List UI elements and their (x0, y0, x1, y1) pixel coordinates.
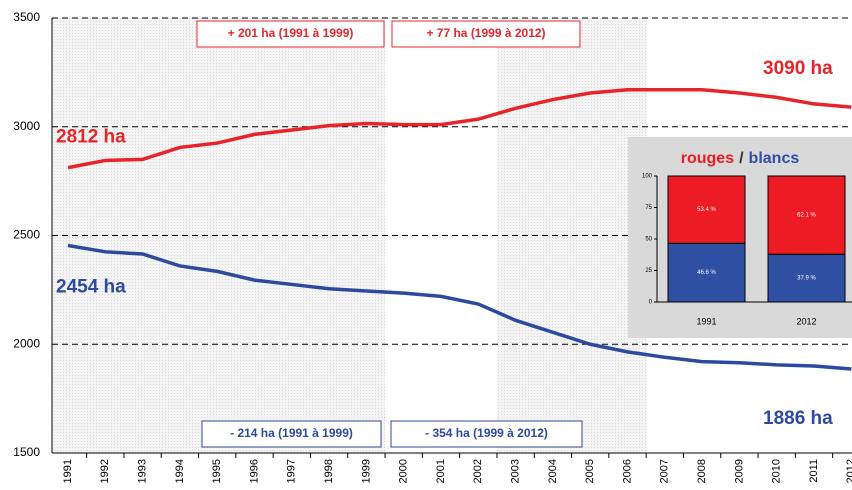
inset-value-label: 53.4 % (697, 207, 716, 213)
x-tick-label: 2005 (584, 459, 596, 483)
start-label: 2812 ha (56, 127, 126, 148)
x-tick-label: 1993 (137, 459, 149, 483)
annotation-box (196, 20, 385, 48)
inset-title-part: / (739, 150, 744, 167)
inset-title-part: rouges (681, 150, 734, 167)
x-tick-label: 2007 (659, 459, 671, 483)
inset-bar-segment (767, 253, 846, 303)
inset-y-tick-label: 100 (642, 174, 653, 180)
annotation: + 77 ha (1999 à 2012) (426, 26, 545, 40)
x-tick-label: 1991 (62, 459, 74, 483)
x-tick-label: 2011 (808, 459, 820, 483)
inset-bar-segment (667, 242, 746, 303)
annotation-box (391, 20, 581, 48)
inset-y-tick-label: 75 (645, 205, 652, 211)
start-label: 2454 ha (56, 277, 126, 298)
y-tick-label: 2000 (13, 336, 40, 350)
inset-bar-segment (767, 175, 846, 255)
x-tick-label: 2003 (510, 459, 522, 483)
inset-y-tick-label: 25 (645, 268, 652, 274)
inset-value-label: 37.9 % (797, 276, 816, 282)
inset-value-label: 46.6 % (697, 270, 716, 276)
y-tick-label: 2500 (13, 228, 40, 242)
x-tick-label: 1992 (99, 459, 111, 483)
annotation: - 214 ha (1991 à 1999) (230, 426, 353, 440)
x-tick-label: 1999 (360, 459, 372, 483)
inset-y-tick-label: 0 (649, 300, 653, 306)
x-tick-label: 2001 (435, 459, 447, 483)
x-tick-label: 2006 (621, 459, 633, 483)
x-tick-label: 2008 (696, 459, 708, 483)
y-tick-label: 1500 (13, 445, 40, 459)
x-tick-label: 1994 (174, 459, 186, 483)
x-tick-label: 1995 (211, 459, 223, 483)
annotation: + 201 ha (1991 à 1999) (228, 26, 354, 40)
x-tick-label: 2010 (771, 459, 783, 483)
x-tick-label: 1998 (323, 459, 335, 483)
x-tick-label: 2009 (733, 459, 745, 483)
end-label: 1886 ha (763, 408, 833, 429)
annotation-box (390, 420, 583, 448)
inset-title: rouges / blancs (681, 150, 800, 167)
x-tick-label: 1996 (248, 459, 260, 483)
inset-bar-segment (667, 175, 746, 244)
inset-y-tick-label: 50 (645, 237, 652, 243)
line-series (67, 243, 852, 371)
end-label: 3090 ha (763, 58, 833, 79)
y-tick-label: 3500 (13, 10, 40, 24)
inset-x-tick-label: 2012 (796, 316, 816, 326)
line-series (67, 88, 852, 170)
y-tick-label: 3000 (13, 119, 40, 133)
x-tick-label: 2000 (398, 459, 410, 483)
inset-value-label: 62.1 % (797, 213, 816, 219)
x-tick-label: 2004 (547, 459, 559, 483)
annotation: - 354 ha (1999 à 2012) (425, 426, 548, 440)
inset-x-tick-label: 1991 (696, 316, 716, 326)
x-tick-label: 1997 (286, 459, 298, 483)
inset-title-part: blancs (749, 150, 800, 167)
annotation-box (201, 420, 382, 448)
x-tick-label: 2012 (845, 459, 852, 483)
x-tick-label: 2002 (472, 459, 484, 483)
